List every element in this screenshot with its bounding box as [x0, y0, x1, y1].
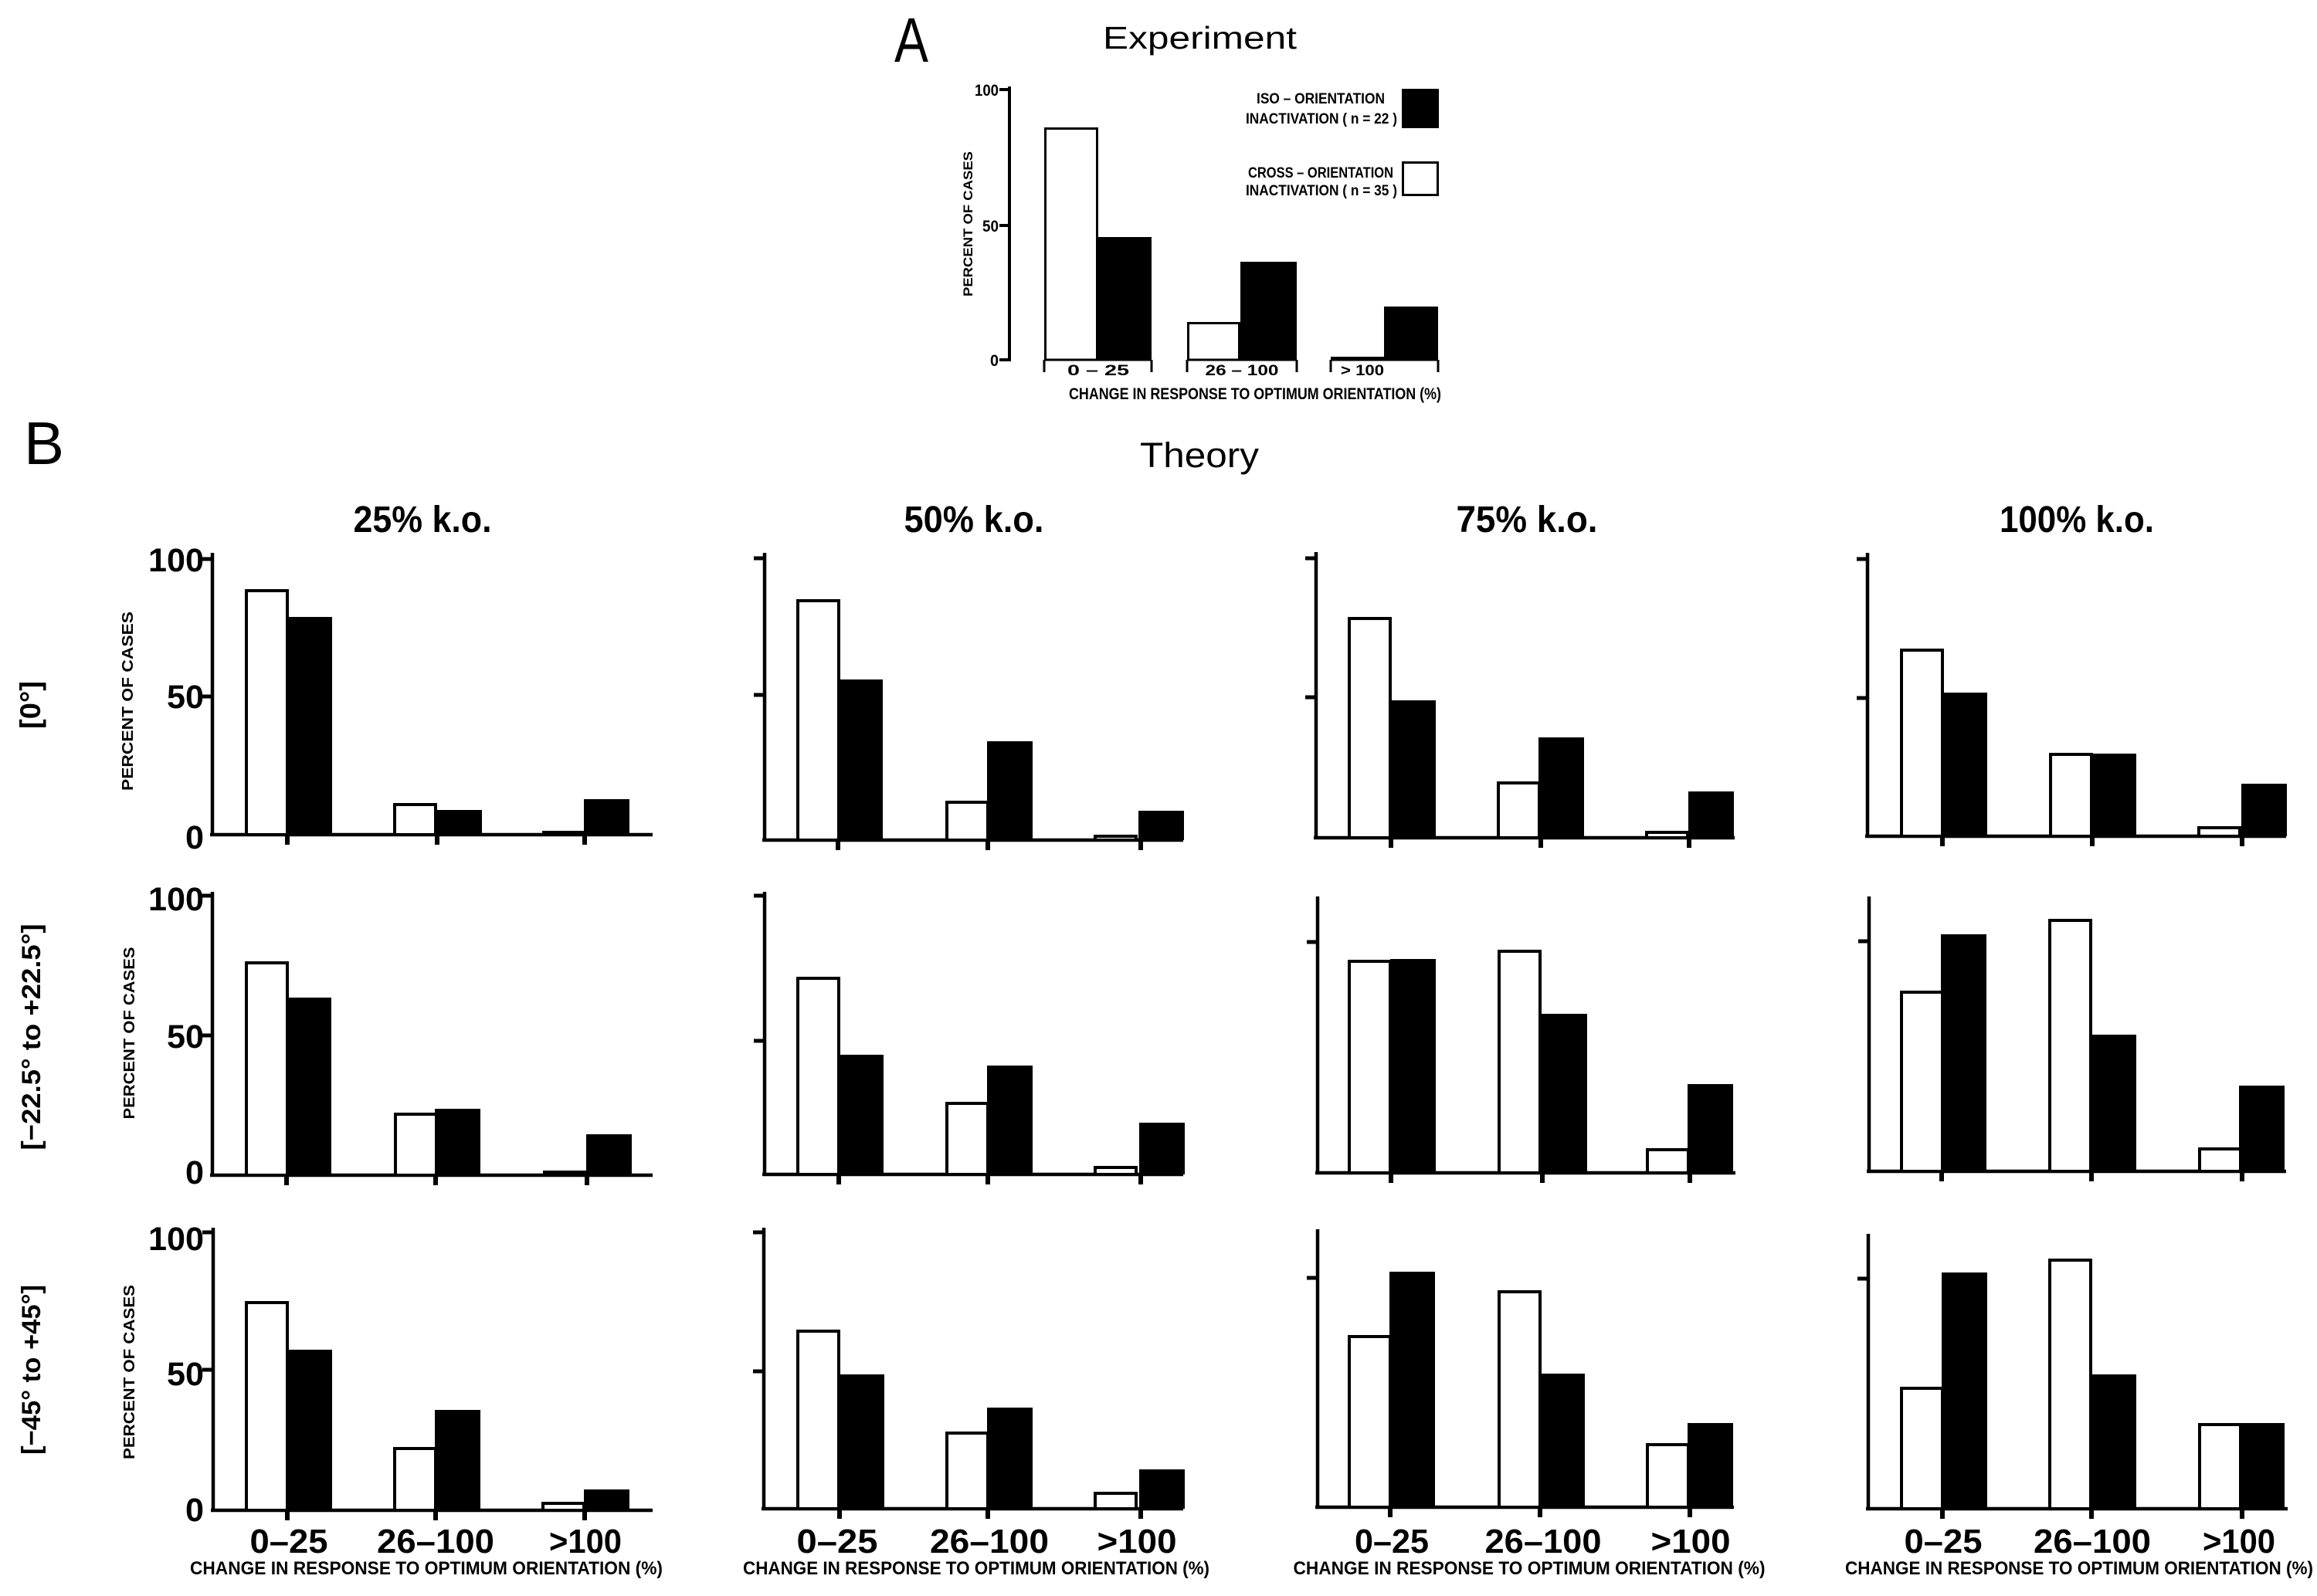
svg-text:0: 0 [990, 352, 999, 370]
svg-text:[−45° to +45°]: [−45° to +45°] [17, 1285, 46, 1455]
svg-text:100% k.o.: 100% k.o. [2000, 500, 2154, 540]
svg-text:Theory: Theory [1140, 435, 1260, 475]
svg-text:26 – 100: 26 – 100 [1206, 363, 1279, 379]
svg-text:[−22.5° to +22.5°]: [−22.5° to +22.5°] [17, 924, 46, 1150]
svg-text:INACTIVATION ( n = 22 ): INACTIVATION ( n = 22 ) [1246, 111, 1397, 127]
svg-text:100: 100 [148, 1221, 204, 1258]
svg-text:>100: >100 [1651, 1523, 1731, 1560]
svg-text:0–25: 0–25 [250, 1523, 328, 1560]
svg-text:PERCENT OF CASES: PERCENT OF CASES [120, 612, 137, 791]
svg-text:CHANGE IN RESPONSE TO OPTIMUM: CHANGE IN RESPONSE TO OPTIMUM ORIENTATIO… [1845, 1558, 2313, 1579]
svg-text:26–100: 26–100 [377, 1523, 494, 1560]
svg-text:26–100: 26–100 [2034, 1523, 2151, 1560]
svg-text:> 100: > 100 [1341, 363, 1384, 379]
svg-text:PERCENT OF CASES: PERCENT OF CASES [121, 1285, 138, 1459]
svg-text:CROSS – ORIENTATION: CROSS – ORIENTATION [1248, 165, 1393, 181]
svg-text:25% k.o.: 25% k.o. [354, 500, 492, 540]
svg-text:>100: >100 [2203, 1523, 2275, 1560]
svg-text:50: 50 [982, 218, 999, 236]
svg-text:50: 50 [167, 679, 204, 716]
svg-text:CHANGE IN RESPONSE TO OPTIMUM: CHANGE IN RESPONSE TO OPTIMUM ORIENTATIO… [190, 1558, 663, 1579]
svg-text:50: 50 [167, 1018, 204, 1056]
svg-text:26–100: 26–100 [1485, 1523, 1602, 1560]
svg-text:75% k.o.: 75% k.o. [1457, 500, 1598, 540]
svg-text:0: 0 [185, 1492, 204, 1529]
svg-text:0: 0 [185, 1154, 204, 1191]
svg-text:CHANGE IN RESPONSE TO OPTIMUM: CHANGE IN RESPONSE TO OPTIMUM ORIENTATIO… [743, 1558, 1209, 1579]
svg-text:>100: >100 [1097, 1523, 1177, 1560]
svg-text:PERCENT OF CASES: PERCENT OF CASES [121, 947, 138, 1120]
svg-text:INACTIVATION ( n = 35 ): INACTIVATION ( n = 35 ) [1246, 183, 1397, 199]
svg-text:0–25: 0–25 [1905, 1523, 1983, 1560]
svg-text:100: 100 [975, 82, 999, 100]
svg-text:100: 100 [148, 542, 204, 579]
svg-text:ISO – ORIENTATION: ISO – ORIENTATION [1257, 91, 1385, 107]
svg-text:CHANGE IN RESPONSE TO OPTIMUM: CHANGE IN RESPONSE TO OPTIMUM ORIENTATIO… [1294, 1558, 1766, 1579]
svg-text:Experiment: Experiment [1103, 20, 1298, 56]
svg-text:A: A [894, 5, 928, 76]
svg-text:[0°]: [0°] [15, 681, 46, 729]
svg-text:26–100: 26–100 [930, 1523, 1049, 1560]
svg-text:0: 0 [185, 819, 204, 856]
svg-text:CHANGE IN RESPONSE TO OPTIMUM: CHANGE IN RESPONSE TO OPTIMUM ORIENTATIO… [1069, 385, 1441, 403]
svg-text:50: 50 [167, 1356, 204, 1393]
svg-text:B: B [24, 409, 64, 477]
svg-text:0 – 25: 0 – 25 [1067, 363, 1130, 379]
svg-text:PERCENT OF CASES: PERCENT OF CASES [961, 151, 975, 296]
svg-text:50% k.o.: 50% k.o. [904, 500, 1044, 540]
svg-text:>100: >100 [549, 1523, 622, 1560]
svg-text:0–25: 0–25 [1355, 1523, 1429, 1560]
svg-text:0–25: 0–25 [797, 1523, 878, 1560]
svg-text:100: 100 [148, 881, 204, 918]
